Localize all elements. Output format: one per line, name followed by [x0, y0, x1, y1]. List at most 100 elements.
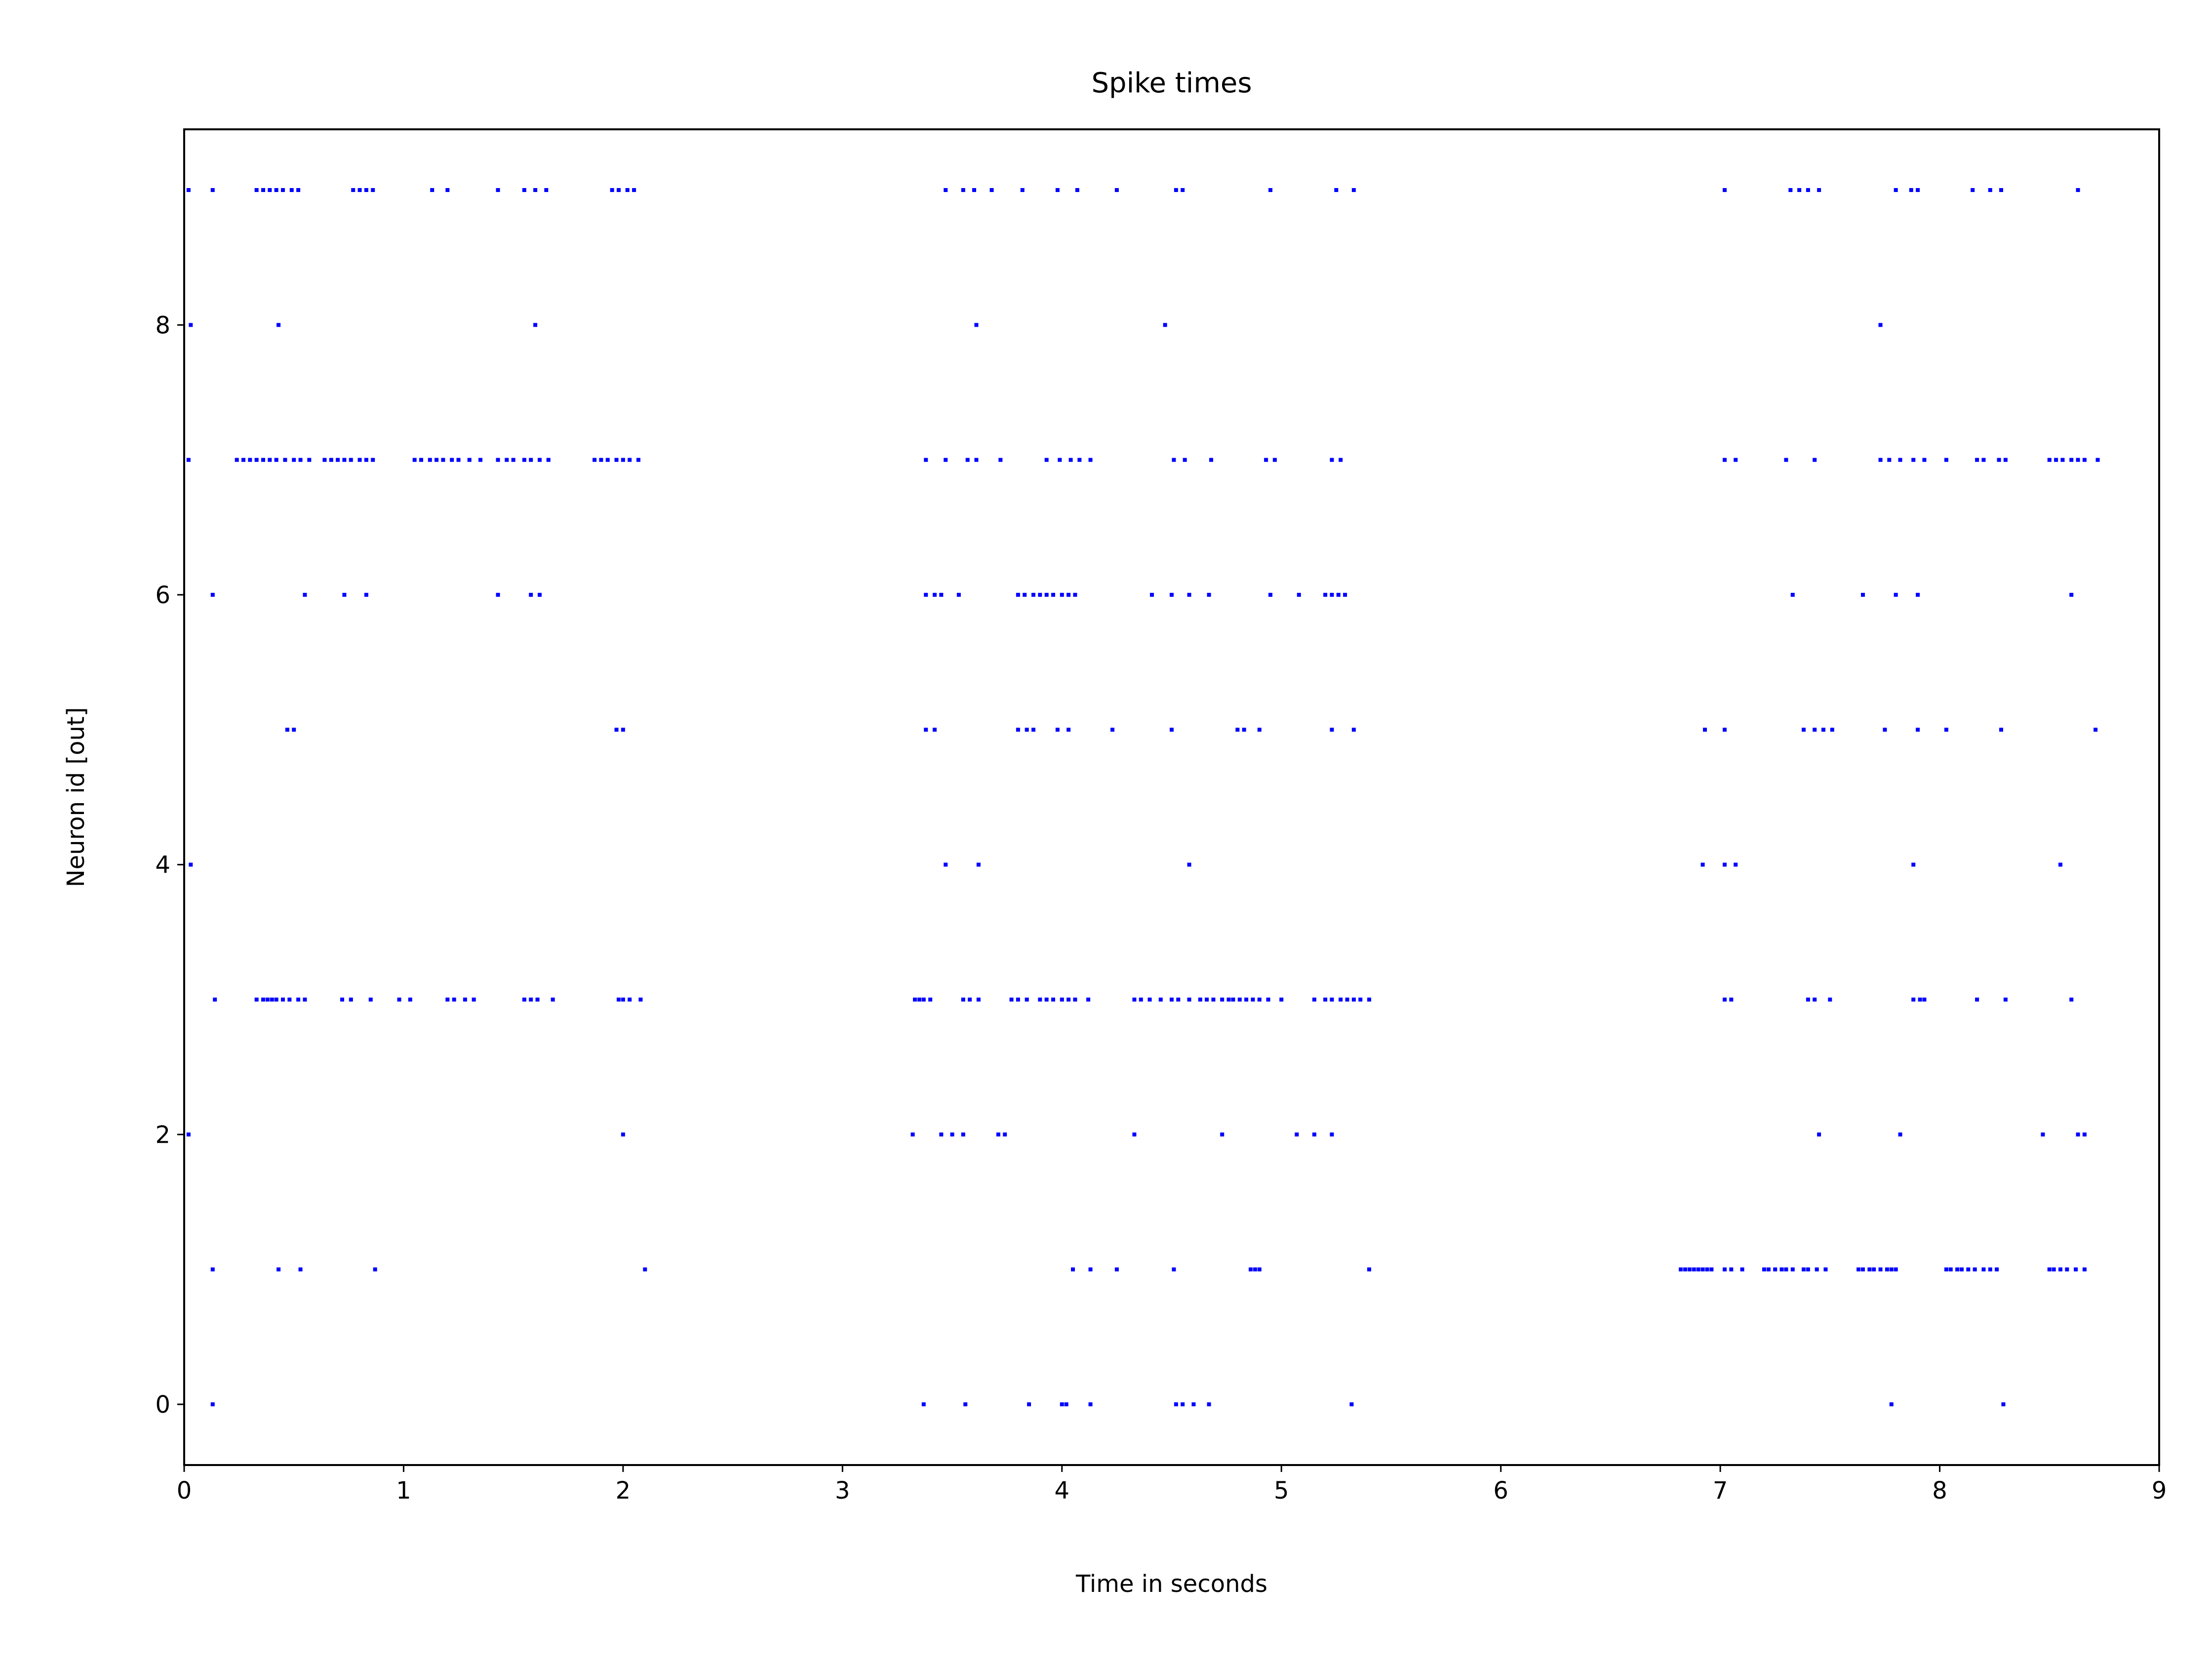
spike-n2-14	[1898, 1132, 1902, 1137]
spike-n1-10	[1253, 1267, 1257, 1272]
spike-n7-21	[419, 458, 423, 462]
spike-n6-34	[2069, 593, 2074, 597]
x-tick-label-0: 0	[177, 1477, 192, 1505]
spike-n7-12	[322, 458, 327, 462]
y-tick-label-8: 8	[155, 311, 170, 339]
spike-n3-54	[1220, 998, 1224, 1002]
x-tick-label-8: 8	[1932, 1477, 1947, 1505]
spike-n9-12	[371, 188, 375, 192]
spike-n2-0	[186, 1132, 191, 1137]
spike-n2-10	[1295, 1132, 1299, 1137]
spike-n1-26	[1773, 1267, 1778, 1272]
x-tick-label-9: 9	[2152, 1477, 2167, 1505]
spike-n7-73	[2003, 458, 2008, 462]
spike-n3-71	[1723, 998, 1727, 1002]
spike-n2-2	[910, 1132, 915, 1137]
spike-n6-11	[1016, 593, 1020, 597]
spike-n3-47	[1158, 998, 1163, 1002]
spike-n0-8	[1181, 1402, 1185, 1406]
spike-n1-41	[1894, 1267, 1898, 1272]
spike-n6-28	[1336, 593, 1341, 597]
spike-n7-44	[944, 458, 948, 462]
spike-n3-43	[1086, 998, 1091, 1002]
spike-n9-44	[1971, 188, 1975, 192]
spike-n3-61	[1266, 998, 1270, 1002]
spike-n7-63	[1813, 458, 1817, 462]
spike-n7-32	[522, 458, 526, 462]
spike-n7-62	[1784, 458, 1788, 462]
spike-n7-56	[1264, 458, 1268, 462]
spike-n1-43	[1948, 1267, 1953, 1272]
spike-n9-34	[1334, 188, 1339, 192]
spike-n1-30	[1802, 1267, 1806, 1272]
spike-n9-35	[1351, 188, 1356, 192]
spike-n9-18	[544, 188, 549, 192]
spike-n4-8	[2058, 862, 2062, 867]
spike-n7-46	[974, 458, 979, 462]
spike-n7-48	[1044, 458, 1049, 462]
spike-n5-4	[924, 728, 928, 732]
spike-n1-33	[1823, 1267, 1828, 1272]
spike-n1-17	[1696, 1267, 1700, 1272]
spike-n7-76	[2060, 458, 2065, 462]
spike-n1-48	[1981, 1267, 1986, 1272]
spike-n3-66	[1339, 998, 1343, 1002]
spike-n7-23	[434, 458, 439, 462]
spike-n7-71	[1981, 458, 1986, 462]
spike-n3-11	[349, 998, 353, 1002]
spike-n3-8	[296, 998, 301, 1002]
spike-n9-7	[289, 188, 294, 192]
spike-n9-39	[1806, 188, 1810, 192]
spike-n7-52	[1088, 458, 1093, 462]
spike-n8-4	[1163, 323, 1167, 327]
spike-n7-25	[450, 458, 454, 462]
spike-n9-15	[496, 188, 500, 192]
spike-n1-39	[1885, 1267, 1889, 1272]
spike-n5-26	[1944, 728, 1948, 732]
spike-n4-7	[1911, 862, 1916, 867]
spike-n1-1	[276, 1267, 281, 1272]
spike-n0-1	[921, 1402, 926, 1406]
spike-n5-7	[1025, 728, 1029, 732]
spike-n1-44	[1955, 1267, 1960, 1272]
spike-n3-65	[1330, 998, 1334, 1002]
spike-n3-68	[1351, 998, 1356, 1002]
x-tick-label-6: 6	[1493, 1477, 1508, 1505]
spike-n1-56	[2082, 1267, 2087, 1272]
spike-n5-2	[614, 728, 619, 732]
spike-n7-9	[292, 458, 296, 462]
spike-n1-37	[1872, 1267, 1876, 1272]
spike-n6-9	[939, 593, 944, 597]
spike-n4-4	[1700, 862, 1705, 867]
spike-n9-13	[430, 188, 434, 192]
spike-n3-0	[213, 998, 217, 1002]
spike-n7-11	[307, 458, 312, 462]
spike-n3-76	[1911, 998, 1916, 1002]
spike-n1-42	[1944, 1267, 1948, 1272]
spike-n7-43	[924, 458, 928, 462]
spike-n1-18	[1700, 1267, 1705, 1272]
spike-n7-36	[592, 458, 597, 462]
spike-n7-53	[1172, 458, 1176, 462]
spike-n9-27	[1020, 188, 1025, 192]
spike-n7-5	[261, 458, 265, 462]
spike-n3-36	[1025, 998, 1029, 1002]
spike-n7-2	[241, 458, 245, 462]
spike-n7-57	[1272, 458, 1277, 462]
spike-n7-68	[1922, 458, 1927, 462]
spike-n7-0	[186, 458, 191, 462]
spike-n9-46	[1999, 188, 2003, 192]
spike-n3-48	[1170, 998, 1174, 1002]
spike-n6-4	[496, 593, 500, 597]
spike-n7-74	[2047, 458, 2052, 462]
spike-n5-3	[621, 728, 625, 732]
spike-n3-57	[1237, 998, 1242, 1002]
spike-n3-40	[1060, 998, 1064, 1002]
spike-n9-45	[1988, 188, 1992, 192]
spike-n6-18	[1066, 593, 1071, 597]
spike-n6-32	[1894, 593, 1898, 597]
spike-n3-69	[1358, 998, 1363, 1002]
spike-n7-15	[342, 458, 347, 462]
spike-n6-15	[1044, 593, 1049, 597]
